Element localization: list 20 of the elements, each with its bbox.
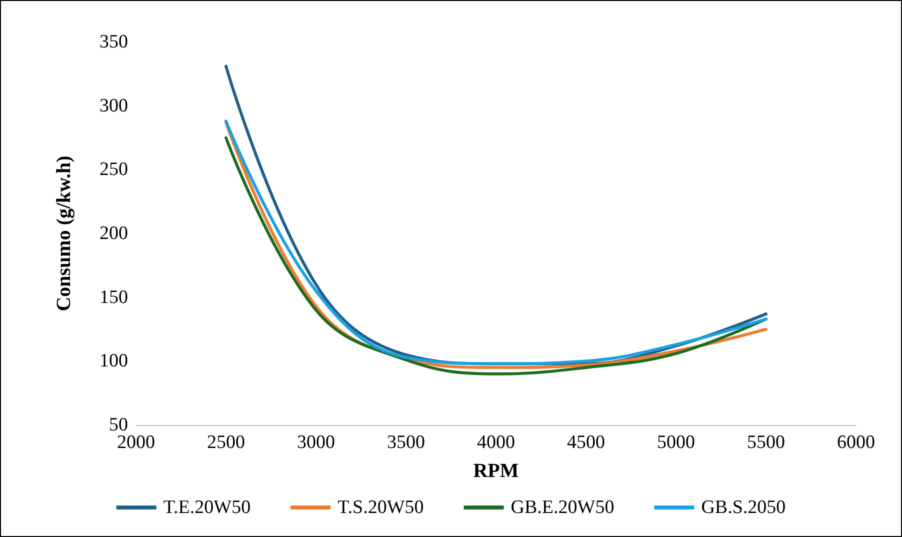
x-tick-label: 3500 bbox=[387, 432, 425, 453]
legend-label: T.E.20W50 bbox=[163, 497, 251, 518]
legend-label: GB.E.20W50 bbox=[510, 497, 614, 518]
y-tick-label: 250 bbox=[100, 159, 128, 180]
x-tick-label: 5000 bbox=[657, 432, 695, 453]
y-tick-label: 300 bbox=[100, 95, 128, 116]
x-tick-label: 4500 bbox=[567, 432, 605, 453]
y-axis-title: Consumo (g/kw.h) bbox=[53, 156, 75, 312]
x-tick-label: 5500 bbox=[747, 432, 785, 453]
legend-label: GB.S.2050 bbox=[701, 497, 786, 518]
x-tick-label: 4000 bbox=[477, 432, 515, 453]
y-tick-label: 350 bbox=[100, 32, 128, 52]
legend-label: T.S.20W50 bbox=[338, 497, 424, 518]
y-tick-label: 200 bbox=[100, 223, 128, 244]
x-axis-title: RPM bbox=[473, 460, 519, 482]
x-tick-label: 6000 bbox=[837, 432, 875, 453]
x-tick-label: 3000 bbox=[297, 432, 335, 453]
y-tick-label: 100 bbox=[100, 350, 128, 372]
x-tick-label: 2500 bbox=[207, 432, 245, 453]
y-tick-label: 150 bbox=[100, 286, 128, 308]
